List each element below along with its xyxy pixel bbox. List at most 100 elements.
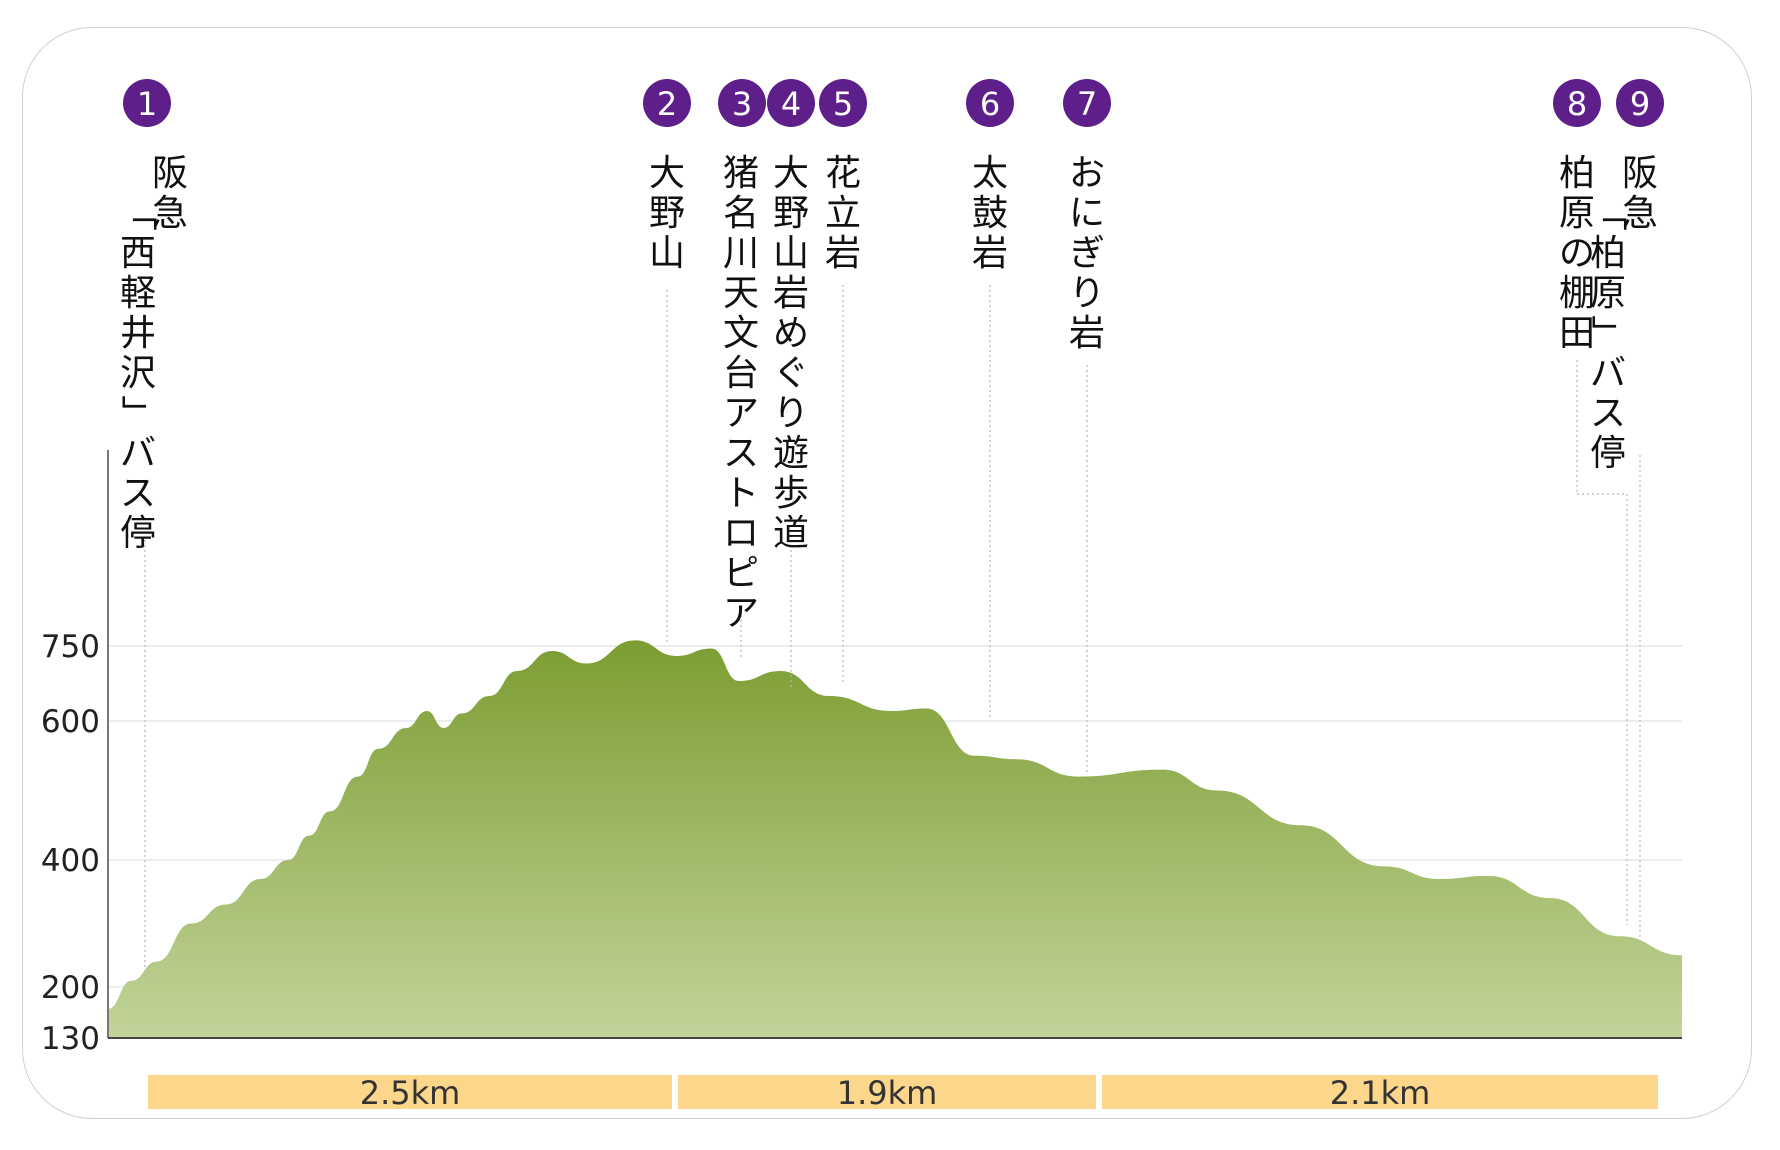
distance-segment: 2.5km xyxy=(148,1074,672,1112)
waypoint-label-char: 」 xyxy=(117,395,158,431)
leader-lines xyxy=(144,285,1641,985)
waypoint-badge-circle xyxy=(819,79,867,127)
waypoint-label-char: ス xyxy=(723,433,759,474)
waypoint-label-char: 岩 xyxy=(1069,313,1105,354)
waypoint-label-char: の xyxy=(1559,233,1595,274)
y-tick-label: 130 xyxy=(41,1021,100,1057)
distance-segment: 2.1km xyxy=(1102,1074,1658,1112)
waypoint-badge-circle xyxy=(1063,79,1111,127)
waypoint-label-char: 大 xyxy=(649,153,685,194)
distance-segment: 1.9km xyxy=(678,1074,1096,1112)
waypoint-label-char: 急 xyxy=(1622,193,1658,234)
waypoint-label-char: 鼓 xyxy=(972,193,1008,234)
distance-segment-label: 1.9km xyxy=(837,1074,938,1112)
waypoint-label-char: 大 xyxy=(773,153,809,194)
waypoint-label-char: ア xyxy=(723,393,759,434)
waypoint-label-char: 「 xyxy=(117,195,158,231)
waypoint-label-char: 名 xyxy=(723,193,759,234)
waypoint-label-char: ス xyxy=(1590,393,1626,434)
waypoint-badge-3: 3 xyxy=(718,79,766,127)
waypoint-label-char: 猪 xyxy=(723,153,759,194)
waypoint-label-char: ス xyxy=(120,473,156,514)
waypoint-badge-6: 6 xyxy=(966,79,1014,127)
waypoint-label-column: 花立岩 xyxy=(825,153,861,274)
y-tick-label: 750 xyxy=(41,629,100,665)
waypoint-badge-number: 2 xyxy=(657,85,677,123)
waypoint-label-char: 岩 xyxy=(773,273,809,314)
waypoint-label-char: お xyxy=(1069,153,1105,194)
distance-segment-bar xyxy=(148,1075,672,1109)
waypoint-label-char: 山 xyxy=(649,233,685,274)
waypoint-label-char: ア xyxy=(723,593,759,634)
waypoint-label-char: 阪 xyxy=(152,153,188,194)
waypoint-badge-4: 4 xyxy=(767,79,815,127)
waypoint-badge-circle xyxy=(767,79,815,127)
waypoint-leader-line xyxy=(1577,493,1628,925)
waypoint-badge-circle xyxy=(1616,79,1664,127)
waypoint-label-column: 阪急 xyxy=(152,153,188,234)
waypoint-label-char: 野 xyxy=(649,193,685,234)
waypoint-label-char: 岩 xyxy=(825,233,861,274)
waypoint-label-char: 原 xyxy=(1559,193,1595,234)
waypoint-label-char: ぎ xyxy=(1069,233,1105,274)
waypoint-label-char: ピ xyxy=(723,553,759,594)
waypoint-badge-circle xyxy=(1553,79,1601,127)
waypoint-label-char: 文 xyxy=(723,313,759,354)
y-tick-label: 400 xyxy=(41,843,100,879)
waypoint-label-char: 台 xyxy=(723,353,759,394)
waypoint-label-char: 急 xyxy=(152,193,188,234)
distance-segment-bar xyxy=(1102,1075,1658,1109)
waypoint-badge-number: 4 xyxy=(781,85,801,123)
waypoint-label-char: 棚 xyxy=(1559,273,1595,314)
waypoint-label-char: り xyxy=(773,393,809,434)
waypoint-label-char: 「 xyxy=(1587,195,1628,231)
waypoint-label-column: 太鼓岩 xyxy=(972,153,1008,274)
waypoint-label-column: 「柏原」バス停 xyxy=(1587,195,1628,474)
waypoint-label-char: 沢 xyxy=(120,353,156,394)
waypoint-badge-5: 5 xyxy=(819,79,867,127)
y-tick-label: 200 xyxy=(41,970,100,1006)
waypoint-label-char: ト xyxy=(723,473,759,514)
waypoint-label-char: 歩 xyxy=(773,473,809,514)
waypoint-badge-1: 1 xyxy=(123,79,171,127)
waypoint-label-char: め xyxy=(773,313,809,354)
waypoint-label-char: 井 xyxy=(120,313,156,354)
waypoint-label-char: 野 xyxy=(773,193,809,234)
distance-segments: 2.5km 1.9km 2.1km xyxy=(148,1074,1658,1112)
y-axis: 130 200 400 600 750 xyxy=(41,450,1682,1057)
waypoint-label-char: 花 xyxy=(825,153,861,194)
waypoint-badge-8: 8 xyxy=(1553,79,1601,127)
waypoint-label-char: 田 xyxy=(1559,313,1595,354)
waypoint-label-char: 」 xyxy=(1587,315,1628,351)
y-tick-label: 600 xyxy=(41,704,100,740)
waypoint-badge-circle xyxy=(643,79,691,127)
waypoint-label-char: ぐ xyxy=(773,353,809,394)
waypoint-label-char: 太 xyxy=(972,153,1008,194)
waypoint-label-char: 川 xyxy=(723,233,759,274)
waypoint-badge-circle xyxy=(718,79,766,127)
waypoint-label-char: 阪 xyxy=(1622,153,1658,194)
waypoint-label-char: 軽 xyxy=(120,273,156,314)
waypoint-label-char: 天 xyxy=(723,273,759,314)
waypoint-badge-number: 3 xyxy=(732,85,752,123)
distance-segment-label: 2.1km xyxy=(1330,1074,1431,1112)
waypoint-label-char: 西 xyxy=(120,233,156,274)
waypoint-badge-number: 8 xyxy=(1567,85,1587,123)
waypoint-badge-circle xyxy=(123,79,171,127)
waypoint-badge-7: 7 xyxy=(1063,79,1111,127)
waypoint-label-char: 柏 xyxy=(1590,233,1626,274)
waypoint-label-char: 道 xyxy=(773,513,809,554)
waypoint-labels: 阪急「西軽井沢」バス停大野山猪名川天文台アストロピア大野山岩めぐり遊歩道花立岩太… xyxy=(117,153,1658,634)
waypoint-label-char: 山 xyxy=(773,233,809,274)
waypoint-label-char: り xyxy=(1069,273,1105,314)
waypoint-label-char: ロ xyxy=(723,513,759,554)
waypoint-badge-9: 9 xyxy=(1616,79,1664,127)
waypoint-label-char: 岩 xyxy=(972,233,1008,274)
waypoint-badge-number: 7 xyxy=(1077,85,1097,123)
waypoint-label-column: 大野山 xyxy=(649,153,685,274)
waypoint-label-column: 阪急 xyxy=(1622,153,1658,234)
